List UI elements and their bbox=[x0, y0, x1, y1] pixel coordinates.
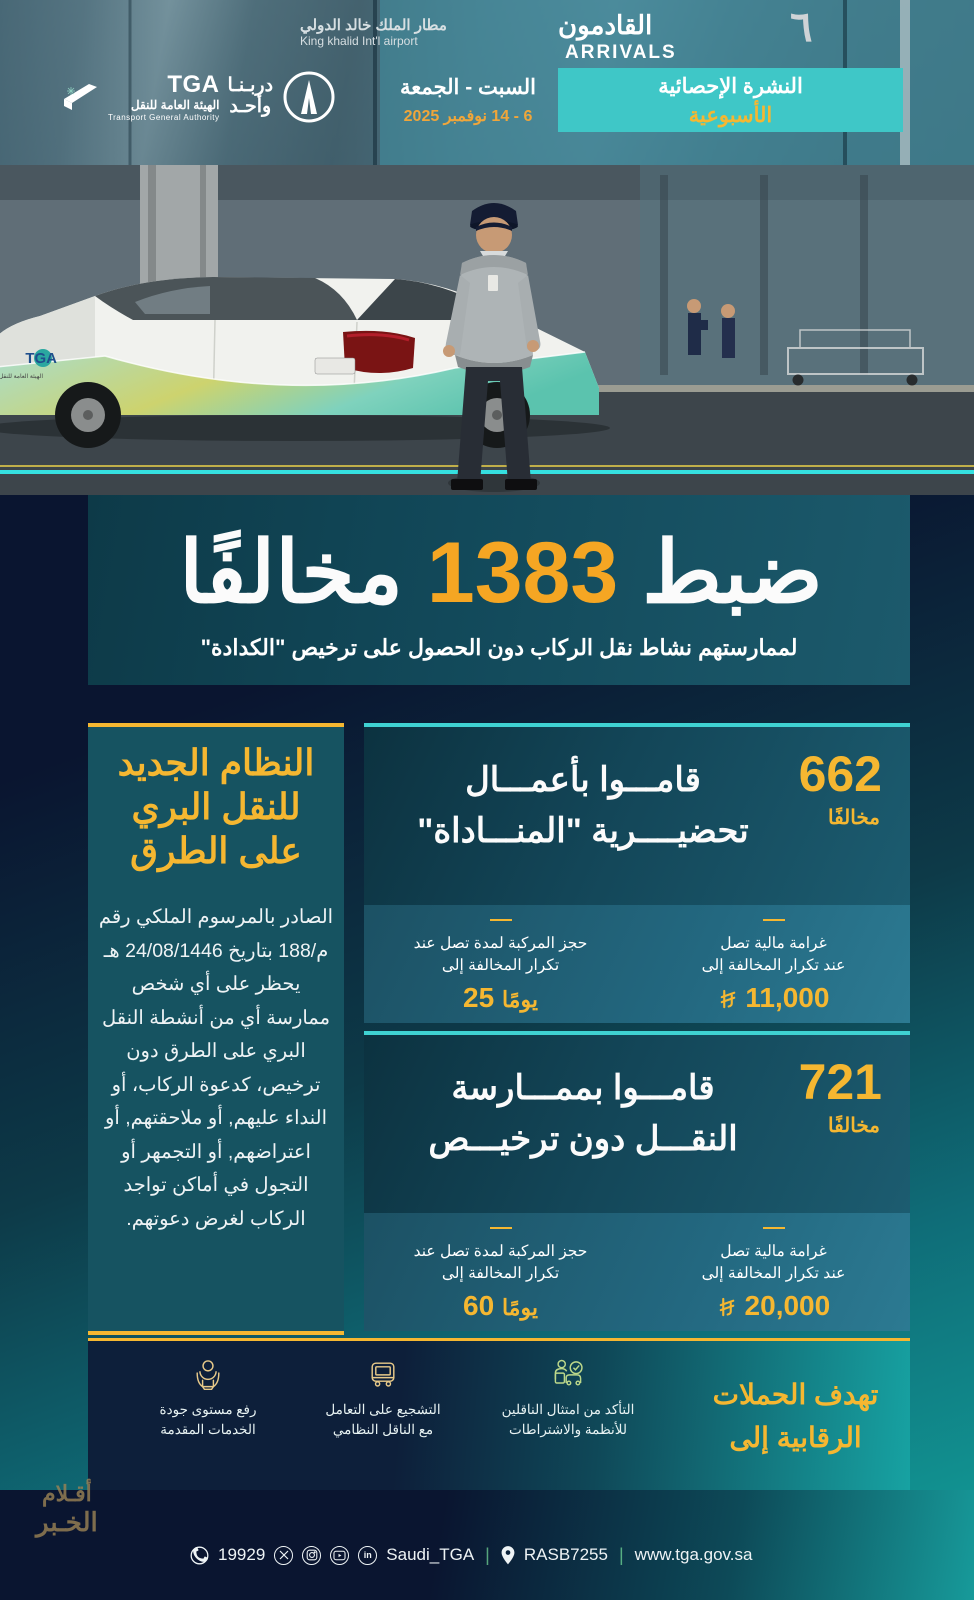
svg-text:الهيئة العامة للنقل: الهيئة العامة للنقل bbox=[0, 373, 43, 380]
svg-text:TGA: TGA bbox=[25, 350, 57, 367]
